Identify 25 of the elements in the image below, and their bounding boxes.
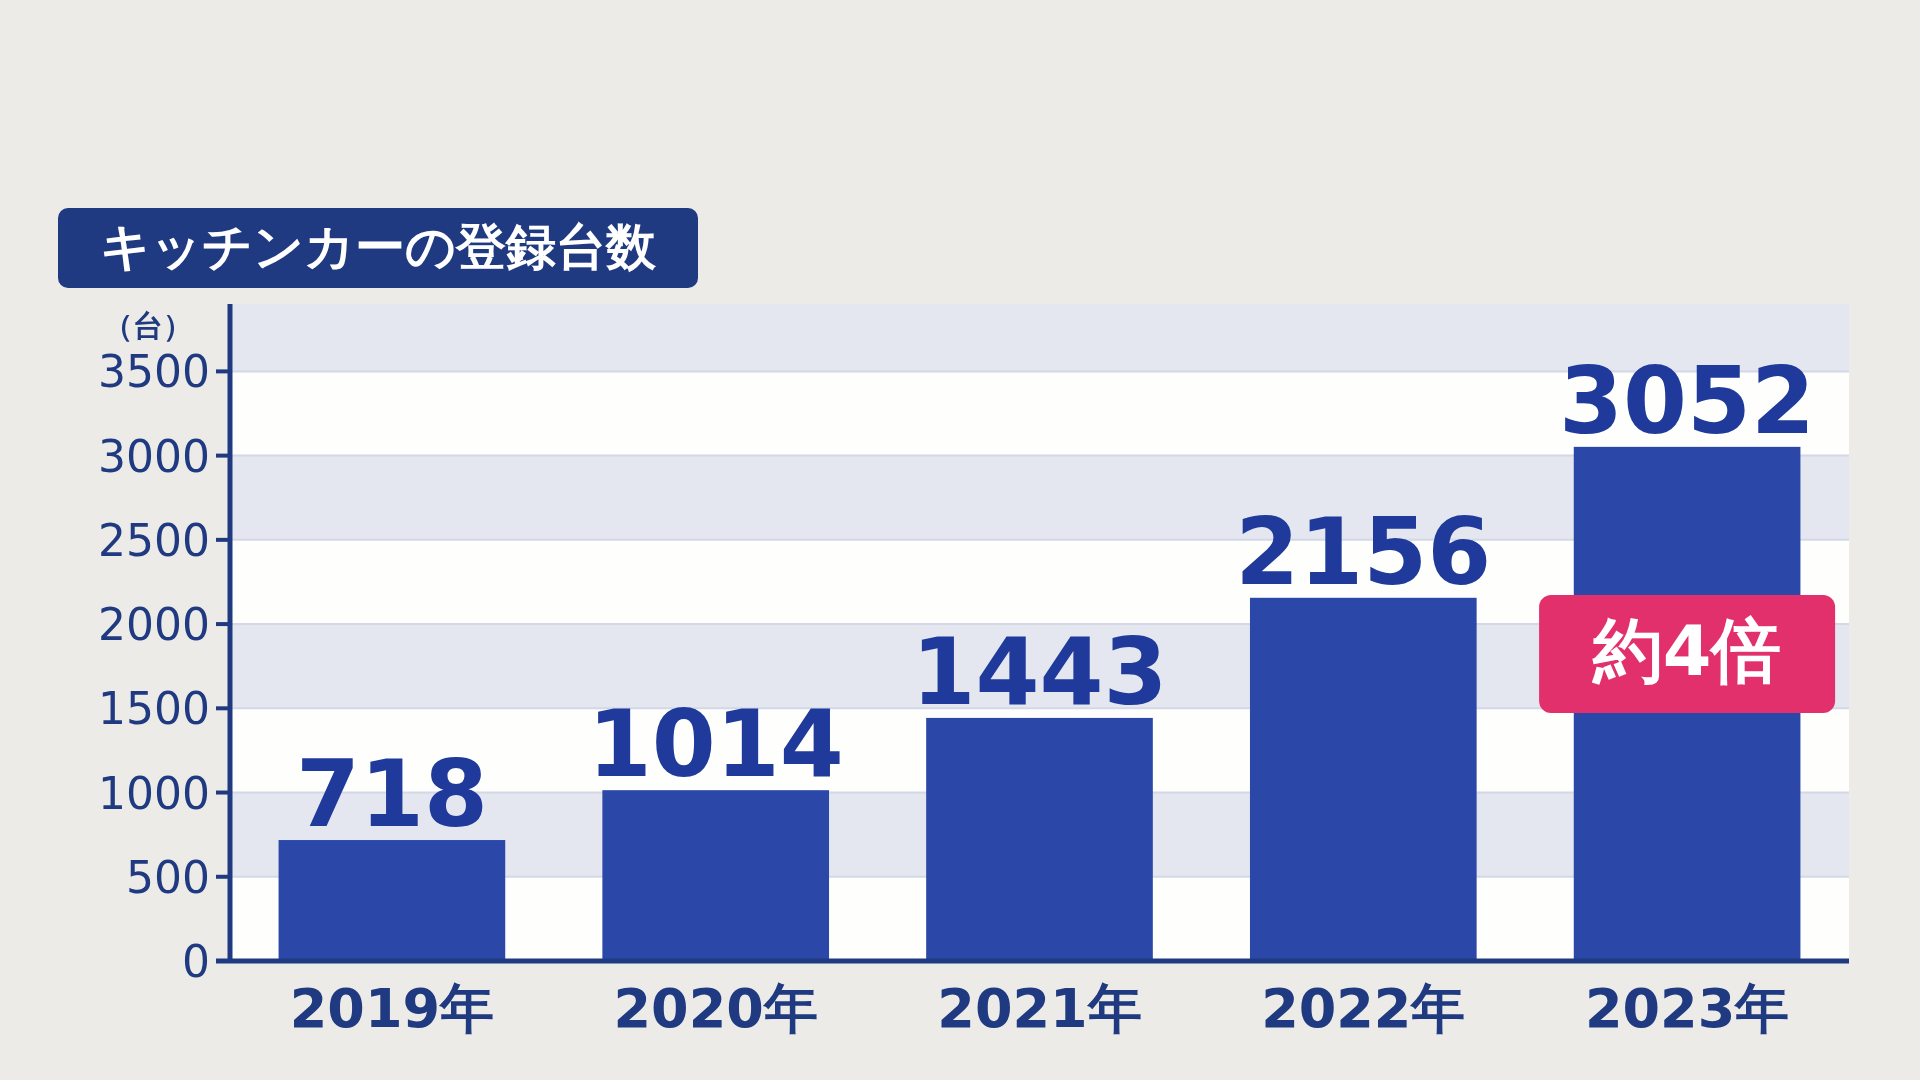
x-tick-label: 2021年: [937, 977, 1142, 1040]
bar: [602, 790, 830, 961]
y-tick-label: 3500: [98, 346, 210, 398]
x-tick-label: 2022年: [1261, 977, 1466, 1040]
y-tick-label: 1500: [98, 683, 210, 735]
x-tick-label: 2019年: [289, 977, 495, 1040]
data-label: 1443: [911, 618, 1168, 726]
y-tick-label: 2000: [98, 599, 210, 651]
data-label: 1014: [587, 691, 844, 799]
y-tick-label: 0: [182, 936, 210, 987]
y-axis-title: （台）: [103, 308, 193, 343]
bar: [926, 717, 1153, 961]
bar: [278, 840, 506, 961]
data-label: 718: [295, 741, 488, 849]
annotation: 約4倍: [1590, 610, 1782, 692]
x-tick-label: 2020年: [613, 977, 818, 1040]
y-tick-label: 2500: [98, 514, 210, 566]
y-tick-label: 1000: [98, 767, 210, 819]
x-tick-label: 2023年: [1584, 977, 1790, 1040]
y-tick-label: 3000: [98, 430, 210, 482]
chart-title: キッチンカーの登録台数: [100, 218, 657, 276]
y-tick-label: 500: [126, 851, 210, 903]
data-label: 3052: [1559, 347, 1816, 455]
bar: [1249, 597, 1477, 961]
data-label: 2156: [1235, 498, 1492, 606]
